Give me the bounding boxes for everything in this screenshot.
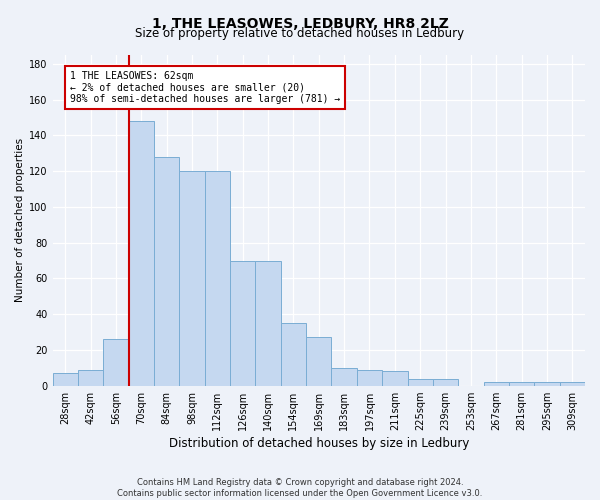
Text: Size of property relative to detached houses in Ledbury: Size of property relative to detached ho… [136, 28, 464, 40]
Bar [534, 382, 560, 386]
Bar [103, 339, 128, 386]
Bar [306, 338, 331, 386]
Bar [560, 382, 585, 386]
Bar [281, 323, 306, 386]
X-axis label: Distribution of detached houses by size in Ledbury: Distribution of detached houses by size … [169, 437, 469, 450]
Bar [484, 382, 509, 386]
Bar [230, 260, 256, 386]
Text: 1, THE LEASOWES, LEDBURY, HR8 2LZ: 1, THE LEASOWES, LEDBURY, HR8 2LZ [152, 18, 448, 32]
Y-axis label: Number of detached properties: Number of detached properties [15, 138, 25, 302]
Bar [205, 171, 230, 386]
Bar [407, 378, 433, 386]
Bar [382, 372, 407, 386]
Text: Contains HM Land Registry data © Crown copyright and database right 2024.
Contai: Contains HM Land Registry data © Crown c… [118, 478, 482, 498]
Bar [357, 370, 382, 386]
Bar [256, 260, 281, 386]
Bar [154, 157, 179, 386]
Bar [128, 121, 154, 386]
Bar [53, 373, 78, 386]
Bar [433, 378, 458, 386]
Bar [78, 370, 103, 386]
Title: 1, THE LEASOWES, LEDBURY, HR8 2LZ: 1, THE LEASOWES, LEDBURY, HR8 2LZ [0, 499, 1, 500]
Text: 1 THE LEASOWES: 62sqm
← 2% of detached houses are smaller (20)
98% of semi-detac: 1 THE LEASOWES: 62sqm ← 2% of detached h… [70, 71, 341, 104]
Bar [179, 171, 205, 386]
Bar [509, 382, 534, 386]
Bar [331, 368, 357, 386]
